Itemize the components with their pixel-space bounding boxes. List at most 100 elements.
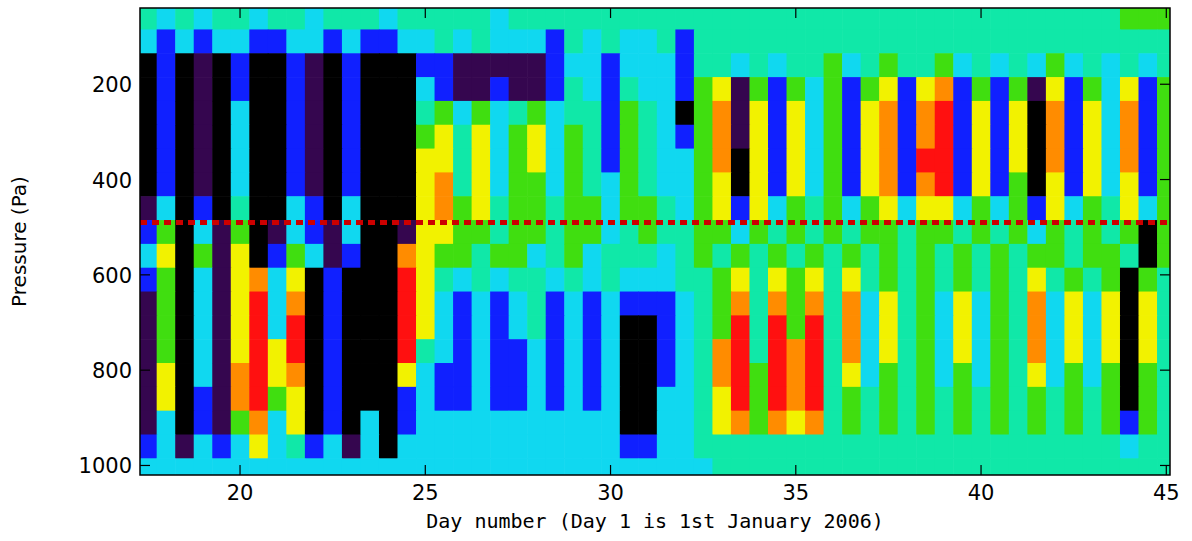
heat-cell bbox=[1046, 244, 1065, 268]
heat-cell bbox=[564, 292, 583, 316]
heat-cell bbox=[157, 458, 176, 475]
heat-cell bbox=[268, 8, 287, 30]
heat-cell bbox=[360, 292, 379, 316]
heat-cell bbox=[1139, 29, 1158, 53]
heat-cell bbox=[824, 363, 843, 387]
heat-cell bbox=[990, 8, 1009, 30]
x-tick-top bbox=[980, 8, 981, 18]
heat-cell bbox=[620, 196, 639, 220]
heat-cell bbox=[286, 29, 305, 53]
heat-cell bbox=[916, 292, 935, 316]
heat-cell bbox=[1157, 339, 1170, 363]
heat-cell bbox=[842, 172, 861, 196]
heat-cell bbox=[620, 411, 639, 435]
heat-cell bbox=[935, 149, 954, 173]
heat-cell bbox=[175, 411, 194, 435]
heat-cell bbox=[546, 315, 565, 339]
heat-cell bbox=[305, 172, 324, 196]
heat-cell bbox=[453, 268, 472, 292]
heat-cell bbox=[323, 387, 342, 411]
heat-cell bbox=[824, 172, 843, 196]
heat-cell bbox=[323, 149, 342, 173]
heat-cell bbox=[861, 315, 880, 339]
heat-cell bbox=[712, 101, 731, 125]
heat-cell bbox=[323, 458, 342, 475]
heat-cell bbox=[638, 458, 657, 475]
heat-cell bbox=[620, 315, 639, 339]
heat-cell bbox=[824, 125, 843, 149]
heat-cell bbox=[472, 434, 491, 458]
heat-cell bbox=[564, 77, 583, 101]
heat-cell bbox=[342, 339, 361, 363]
heat-cell bbox=[1009, 315, 1028, 339]
heat-cell bbox=[268, 363, 287, 387]
heat-cell bbox=[509, 268, 528, 292]
heat-cell bbox=[749, 411, 768, 435]
heat-cell bbox=[768, 125, 787, 149]
heat-cell bbox=[916, 411, 935, 435]
heat-cell bbox=[342, 244, 361, 268]
heat-cell bbox=[953, 244, 972, 268]
heat-cell bbox=[564, 8, 583, 30]
heat-cell bbox=[898, 101, 917, 125]
heat-cell bbox=[286, 196, 305, 220]
heat-cell bbox=[249, 77, 268, 101]
heat-cell bbox=[286, 292, 305, 316]
heat-cell bbox=[268, 196, 287, 220]
heat-cell bbox=[140, 387, 157, 411]
heat-cell bbox=[620, 8, 639, 30]
heat-cell bbox=[898, 292, 917, 316]
heat-cell bbox=[601, 268, 620, 292]
heat-cell bbox=[601, 53, 620, 77]
heat-cell bbox=[583, 268, 602, 292]
heat-cell bbox=[731, 434, 750, 458]
x-tick bbox=[1166, 465, 1167, 475]
heat-cell bbox=[398, 77, 417, 101]
heat-cell bbox=[935, 77, 954, 101]
heat-cell bbox=[1157, 458, 1170, 475]
heat-cell bbox=[379, 149, 398, 173]
heat-cell bbox=[1120, 292, 1139, 316]
heat-cell bbox=[972, 53, 991, 77]
heat-cell bbox=[805, 292, 824, 316]
heat-cell bbox=[268, 77, 287, 101]
heat-cell bbox=[416, 8, 435, 30]
heat-cell bbox=[1064, 458, 1083, 475]
heat-cell bbox=[861, 434, 880, 458]
heat-cell bbox=[657, 292, 676, 316]
heat-cell bbox=[824, 387, 843, 411]
heat-cell bbox=[305, 315, 324, 339]
heat-cell bbox=[323, 8, 342, 30]
heat-cell bbox=[398, 8, 417, 30]
heat-cell bbox=[509, 101, 528, 125]
heat-cell bbox=[490, 172, 509, 196]
heat-cell bbox=[712, 387, 731, 411]
heat-cell bbox=[323, 172, 342, 196]
heat-cell bbox=[657, 8, 676, 30]
heat-cell bbox=[749, 387, 768, 411]
heat-cell bbox=[601, 101, 620, 125]
heat-cell bbox=[898, 458, 917, 475]
heat-cell bbox=[935, 101, 954, 125]
heat-cell bbox=[546, 172, 565, 196]
heat-cell bbox=[1046, 8, 1065, 30]
heat-cell bbox=[638, 315, 657, 339]
heat-cell bbox=[657, 77, 676, 101]
heat-cell bbox=[1101, 29, 1120, 53]
heat-cell bbox=[953, 8, 972, 30]
heat-cell bbox=[990, 315, 1009, 339]
heat-cell bbox=[398, 149, 417, 173]
x-tick-label: 30 bbox=[597, 481, 624, 505]
heat-cell bbox=[453, 53, 472, 77]
heat-cell bbox=[175, 268, 194, 292]
heat-cell bbox=[972, 363, 991, 387]
heat-cell bbox=[157, 292, 176, 316]
heat-cell bbox=[564, 268, 583, 292]
heat-cell bbox=[1139, 292, 1158, 316]
heat-cell bbox=[787, 29, 806, 53]
heat-cell bbox=[360, 458, 379, 475]
heat-cell bbox=[175, 53, 194, 77]
heat-cell bbox=[212, 363, 231, 387]
heat-cell bbox=[212, 77, 231, 101]
heat-cell bbox=[916, 53, 935, 77]
